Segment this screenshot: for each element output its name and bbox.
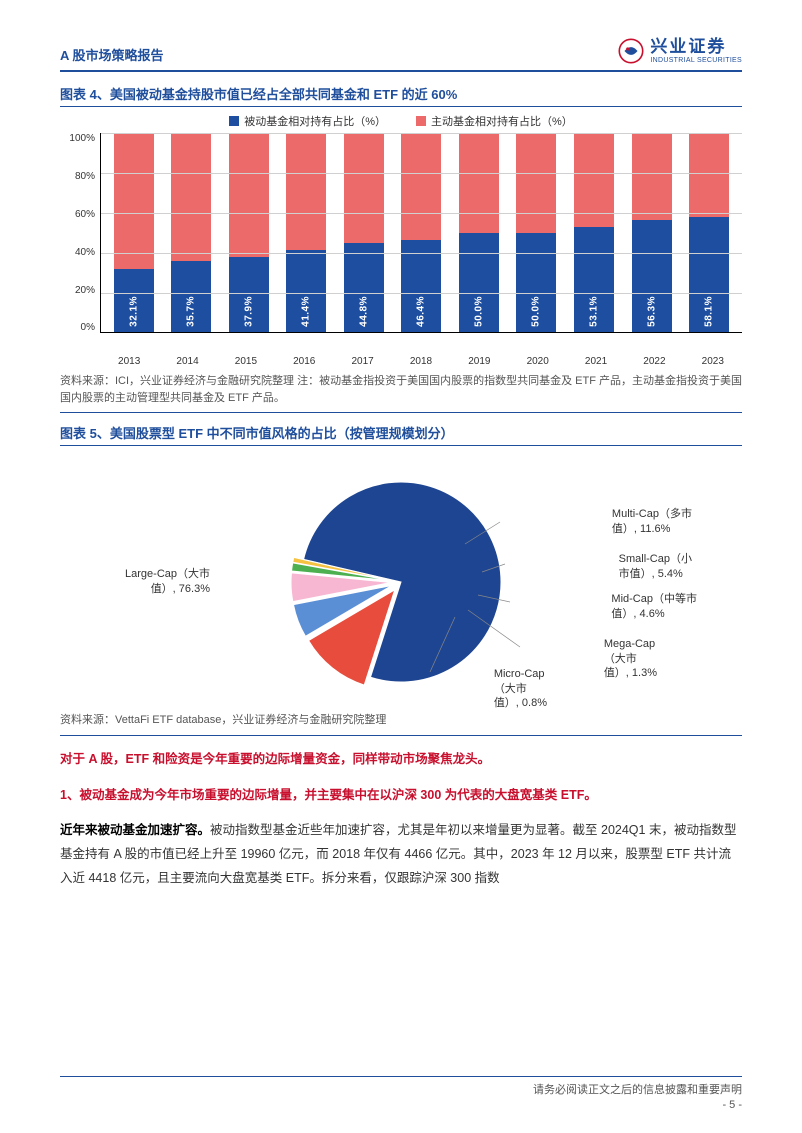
bar-2017: 44.8% xyxy=(342,133,386,332)
pie-label-micro: Micro-Cap（大市值）, 0.8% xyxy=(494,667,547,710)
chart5: Large-Cap（大市值）, 76.3% Multi-Cap（多市值）, 11… xyxy=(60,452,742,712)
chart5-source: 资料来源：VettaFi ETF database，兴业证券经济与金融研究院整理 xyxy=(60,712,742,736)
legend-passive: 被动基金相对持有占比（%） xyxy=(229,113,386,129)
pie-label-large: Large-Cap（大市值）, 76.3% xyxy=(90,567,210,596)
para-3-bold: 近年来被动基金加速扩容。 xyxy=(60,823,210,837)
bar-2014: 35.7% xyxy=(169,133,213,332)
bar-2019: 50.0% xyxy=(457,133,501,332)
pie-label-mega: Mega-Cap（大市值）, 1.3% xyxy=(604,637,657,680)
bar-2013: 32.1% xyxy=(112,133,156,332)
bar-2023: 58.1% xyxy=(687,133,731,332)
bar-2015: 37.9% xyxy=(227,133,271,332)
legend-active: 主动基金相对持有占比（%） xyxy=(416,113,573,129)
chart4-xaxis: 2013201420152016201720182019202020212022… xyxy=(100,353,742,367)
chart4-plot-area: 100%80%60%40%20%0% 32.1% 35.7% 37.9% 41.4% 4… xyxy=(60,133,742,353)
logo-en: INDUSTRIAL SECURITIES xyxy=(650,57,742,65)
chart4: 被动基金相对持有占比（%） 主动基金相对持有占比（%） 100%80%60%40… xyxy=(60,113,742,367)
chart5-pie xyxy=(281,462,521,702)
legend-swatch-passive xyxy=(229,116,239,126)
bar-2018: 46.4% xyxy=(399,133,443,332)
logo-zh: 兴业证券 xyxy=(650,38,742,57)
logo-icon xyxy=(618,38,644,64)
para-3: 近年来被动基金加速扩容。被动指数型基金近些年加速扩容，尤其是年初以来增量更为显著… xyxy=(60,819,742,890)
bar-2022: 56.3% xyxy=(630,133,674,332)
report-category: A 股市场策略报告 xyxy=(60,45,164,64)
footer-disclaimer: 请务必阅读正文之后的信息披露和重要声明 xyxy=(533,1081,742,1097)
pie-label-multi: Multi-Cap（多市值）, 11.6% xyxy=(612,507,692,536)
company-logo: 兴业证券 INDUSTRIAL SECURITIES xyxy=(618,38,742,64)
page-number: - 5 - xyxy=(722,1099,742,1111)
bar-2021: 53.1% xyxy=(572,133,616,332)
chart4-bars: 32.1% 35.7% 37.9% 41.4% 44.8% 46.4% 50.0% 50.0%… xyxy=(101,133,742,332)
chart4-title: 图表 4、美国被动基金持股市值已经占全部共同基金和 ETF 的近 60% xyxy=(60,84,742,107)
chart4-yaxis: 100%80%60%40%20%0% xyxy=(60,133,100,333)
para-2: 1、被动基金成为今年市场重要的边际增量，并主要集中在以沪深 300 为代表的大盘… xyxy=(60,784,742,808)
chart5-title: 图表 5、美国股票型 ETF 中不同市值风格的占比（按管理规模划分） xyxy=(60,423,742,446)
page-footer: 请务必阅读正文之后的信息披露和重要声明 - 5 - xyxy=(60,1076,742,1111)
logo-text: 兴业证券 INDUSTRIAL SECURITIES xyxy=(650,38,742,64)
chart4-source: 资料来源：ICI，兴业证券经济与金融研究院整理 注：被动基金指投资于美国国内股票… xyxy=(60,373,742,413)
para-1: 对于 A 股，ETF 和险资是今年重要的边际增量资金，同样带动市场聚焦龙头。 xyxy=(60,748,742,772)
bar-2016: 41.4% xyxy=(284,133,328,332)
bar-2020: 50.0% xyxy=(514,133,558,332)
pie-label-small: Small-Cap（小市值）, 5.4% xyxy=(619,552,692,581)
legend-label-passive: 被动基金相对持有占比（%） xyxy=(244,113,386,129)
legend-swatch-active xyxy=(416,116,426,126)
legend-label-active: 主动基金相对持有占比（%） xyxy=(431,113,573,129)
chart4-plot: 32.1% 35.7% 37.9% 41.4% 44.8% 46.4% 50.0% 50.0%… xyxy=(100,133,742,333)
page-header: A 股市场策略报告 兴业证券 INDUSTRIAL SECURITIES xyxy=(60,38,742,72)
chart4-legend: 被动基金相对持有占比（%） 主动基金相对持有占比（%） xyxy=(60,113,742,129)
pie-label-mid: Mid-Cap（中等市值）, 4.6% xyxy=(611,592,697,621)
